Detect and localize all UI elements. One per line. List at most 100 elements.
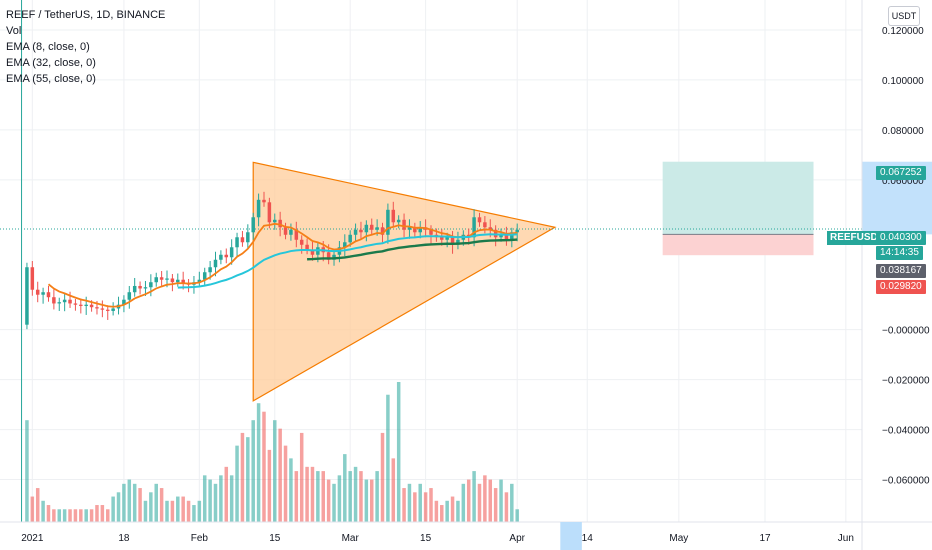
volume-bar <box>440 505 444 522</box>
volume-bar <box>251 420 255 522</box>
volume-bar <box>202 475 207 522</box>
volume-bar <box>46 505 51 522</box>
legend-ema8[interactable]: EMA (8, close, 0) <box>6 41 90 53</box>
legend-ema55[interactable]: EMA (55, close, 0) <box>6 73 96 85</box>
candle-body <box>127 292 132 300</box>
triangle-pattern <box>252 161 557 402</box>
candle-body <box>375 227 379 230</box>
volume-bar <box>343 454 347 522</box>
volume-bar <box>235 445 239 522</box>
candle-body <box>197 279 202 283</box>
candle-body <box>445 237 449 240</box>
volume-bar <box>407 483 412 522</box>
candle-body <box>440 237 444 240</box>
volume-bar <box>429 488 433 522</box>
candle-body <box>68 299 72 304</box>
candle-body <box>176 279 180 283</box>
volume-bar <box>224 466 229 522</box>
candle-body <box>359 229 363 233</box>
volume-bar <box>100 505 105 522</box>
candle-body <box>46 292 51 298</box>
volume-bar <box>30 496 35 522</box>
y-tick-label: 0.120000 <box>882 26 924 37</box>
candle-body <box>289 229 293 235</box>
legend-ema32[interactable]: EMA (32, close, 0) <box>6 57 96 69</box>
volume-bar <box>418 483 422 522</box>
candle-body <box>89 304 94 308</box>
volume-bar <box>391 458 396 522</box>
candle-body <box>343 242 347 248</box>
candle-body <box>213 259 218 268</box>
candle-body <box>246 232 250 243</box>
countdown-tag: 14:14:35 <box>876 246 923 260</box>
volume-bar <box>348 471 352 522</box>
volume-bar <box>434 500 439 522</box>
volume-bar <box>364 479 369 522</box>
volume-bar <box>111 496 115 522</box>
x-tick-label: Jun <box>838 533 854 544</box>
x-tick-label: 18 <box>118 533 130 544</box>
candle-body <box>364 224 369 233</box>
volume-bar <box>68 509 72 522</box>
symbol-tag: REEFUSDT <box>827 231 887 245</box>
volume-bar <box>326 479 331 522</box>
x-tick-label: 17 <box>759 533 771 544</box>
legend-vol[interactable]: Vol <box>6 25 22 37</box>
x-tick-label: 15 <box>420 533 432 544</box>
candle-body <box>181 279 185 284</box>
candle-body <box>235 237 239 248</box>
x-tick-label: May <box>669 533 688 544</box>
volume-bar <box>305 466 309 522</box>
stop-price-tag: 0.029820 <box>876 280 926 294</box>
candle-body <box>105 309 110 311</box>
candle-body <box>429 229 433 235</box>
volume-bar <box>423 492 428 522</box>
candle-body <box>299 239 304 245</box>
candle-body <box>208 267 212 273</box>
volume-bar <box>499 479 503 522</box>
volume-bar <box>143 500 148 522</box>
volume-bar <box>95 505 99 522</box>
volume-bar <box>170 500 175 522</box>
candle-body <box>240 237 245 243</box>
ema-lines <box>47 222 518 308</box>
candle-body <box>149 282 153 288</box>
volume-bar <box>299 432 304 522</box>
currency-selector[interactable]: USDT <box>888 6 920 26</box>
volume-bar <box>73 509 78 522</box>
volume-bar <box>79 509 83 522</box>
candle-body <box>294 229 299 240</box>
candle-body <box>499 234 503 238</box>
candle-body <box>170 278 175 283</box>
volume-bar <box>316 471 320 522</box>
volume-bar <box>310 466 315 522</box>
volume-bar <box>477 483 482 522</box>
candle-body <box>256 199 261 218</box>
volume-bar <box>283 445 288 522</box>
target-zone <box>662 161 814 235</box>
candle-body <box>57 302 62 304</box>
ema-55-line <box>307 238 518 261</box>
volume-bar <box>369 479 374 522</box>
stop-zone <box>662 234 814 256</box>
volume-bar <box>504 492 509 522</box>
y-tick-label: −0.020000 <box>882 376 930 387</box>
volume-bar <box>181 496 185 522</box>
candle-body <box>52 297 56 304</box>
candle-body <box>278 219 282 228</box>
y-tick-label: 0.080000 <box>882 126 924 137</box>
volume-bar <box>273 420 277 522</box>
volume-bar <box>240 432 245 522</box>
candle-body <box>353 229 358 235</box>
volume-bar <box>289 458 293 522</box>
volume-bar <box>461 483 466 522</box>
candle-body <box>477 217 482 223</box>
candle-body <box>251 217 255 233</box>
volume-bar <box>262 411 266 522</box>
y-tick-label: −0.060000 <box>882 476 930 487</box>
candle-body <box>386 209 390 235</box>
legend-title[interactable]: REEF / TetherUS, 1D, BINANCE <box>6 9 166 21</box>
candle-body <box>79 304 83 306</box>
